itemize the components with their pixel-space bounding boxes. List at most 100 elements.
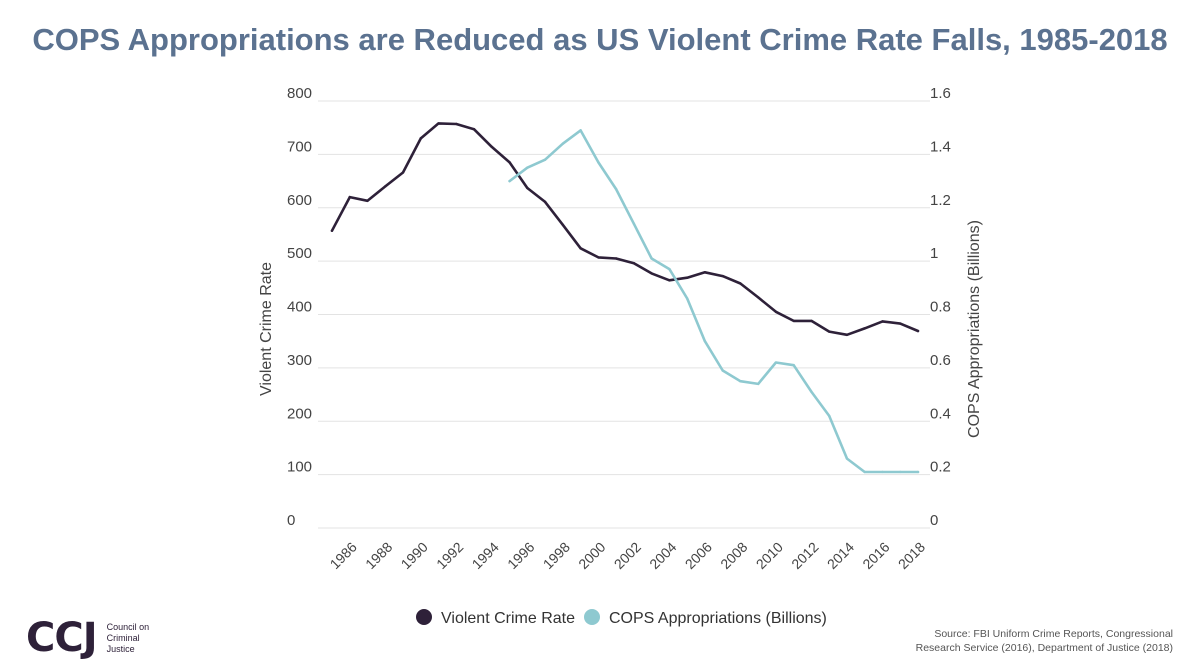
violent-crime-point <box>739 282 742 285</box>
legend-swatch-cops <box>584 609 600 625</box>
left-tick-label: 100 <box>287 459 312 476</box>
violent-crime-point <box>419 137 422 140</box>
logo-mark: CCJ <box>26 615 98 661</box>
right-axis-ticks: 0 0.2 0.4 0.6 0.8 1 1.2 1.4 1.6 <box>930 85 951 529</box>
violent-crime-point <box>881 320 884 323</box>
violent-crime-point <box>899 322 902 325</box>
cops-appropriations-point <box>739 380 742 383</box>
cops-appropriations-point <box>881 470 884 474</box>
left-tick-label: 0 <box>287 512 295 529</box>
violent-crime-point <box>401 171 405 174</box>
violent-crime-point <box>721 274 724 278</box>
legend: Violent Crime Rate COPS Appropriations (… <box>416 609 827 627</box>
cops-appropriations-point <box>721 369 724 372</box>
legend-swatch-violent-crime <box>416 609 432 625</box>
cops-appropriations-point <box>828 414 831 418</box>
cops-appropriations-point <box>863 470 866 474</box>
cops-appropriations-point <box>668 267 671 271</box>
x-tick-label: 1992 <box>433 539 466 572</box>
violent-crime-point <box>561 223 565 227</box>
cops-appropriations-point <box>685 297 689 300</box>
x-tick-label: 1994 <box>469 539 502 572</box>
violent-crime-point <box>863 327 866 330</box>
violent-crime-point <box>437 122 440 125</box>
ccj-logo: CCJ Council on Criminal Justice <box>26 618 149 658</box>
logo-line-3: Justice <box>106 643 135 654</box>
cops-appropriations-point <box>508 179 511 183</box>
violent-crime-point <box>597 256 600 259</box>
source-note: Source: FBI Uniform Crime Reports, Congr… <box>916 627 1173 655</box>
x-tick-label: 1996 <box>504 539 537 572</box>
x-tick-label: 2006 <box>682 539 715 572</box>
violent-crime-point <box>916 329 920 333</box>
cops-appropriations-point <box>774 361 778 364</box>
violent-crime-point <box>526 186 529 190</box>
series <box>330 122 920 474</box>
violent-crime-point <box>472 128 476 131</box>
violent-crime-point <box>756 296 760 299</box>
violent-crime-point <box>685 276 689 279</box>
x-tick-label: 2000 <box>575 539 608 572</box>
cops-appropriations-point <box>579 129 582 132</box>
right-tick-label: 0 <box>930 512 938 529</box>
gridlines <box>318 100 930 529</box>
logo-line-2: Criminal <box>106 632 140 643</box>
y-axis-label: Violent Crime Rate <box>258 262 275 396</box>
chart-title: COPS Appropriations are Reduced as US Vi… <box>32 22 1168 57</box>
right-tick-label: 1 <box>930 245 938 262</box>
violent-crime-point <box>703 271 707 274</box>
violent-crime-point <box>384 185 387 188</box>
x-tick-label: 2016 <box>859 539 892 572</box>
x-tick-label: 2012 <box>788 539 821 572</box>
left-tick-label: 800 <box>287 85 312 102</box>
source-line-2: Research Service (2016), Department of J… <box>915 642 1173 654</box>
left-tick-label: 400 <box>287 299 312 316</box>
cops-appropriations-point <box>845 457 849 460</box>
violent-crime-point <box>508 161 511 164</box>
violent-crime-point <box>348 195 351 199</box>
cops-appropriations-point <box>756 382 760 386</box>
left-tick-label: 500 <box>287 245 312 262</box>
source-line-1: Source: FBI Uniform Crime Reports, Congr… <box>934 628 1173 640</box>
violent-crime-point <box>828 330 831 333</box>
logo-text: Council on Criminal Justice <box>107 622 150 655</box>
cops-appropriations-point <box>792 364 795 367</box>
x-tick-label: 2002 <box>611 539 644 572</box>
violent-crime-point <box>330 229 334 232</box>
left-tick-label: 300 <box>287 352 312 369</box>
violent-crime-line <box>330 122 920 337</box>
logo-line-1: Council on <box>106 621 150 632</box>
cops-appropriations-point <box>650 257 653 260</box>
legend-label-cops: COPS Appropriations (Billions) <box>609 610 827 627</box>
violent-crime-point <box>579 247 582 250</box>
violent-crime-point <box>366 199 369 203</box>
violent-crime-point <box>668 279 671 282</box>
cops-appropriations-point <box>561 142 565 145</box>
cops-appropriations-line <box>508 129 920 474</box>
right-tick-label: 1.6 <box>930 85 951 102</box>
violent-crime-point <box>792 319 795 323</box>
violent-crime-point <box>543 200 547 204</box>
x-tick-label: 2014 <box>824 539 857 572</box>
right-tick-label: 1.4 <box>930 138 951 155</box>
cops-appropriations-point <box>899 470 902 474</box>
cops-appropriations-point <box>614 187 618 191</box>
legend-label-violent-crime: Violent Crime Rate <box>441 610 575 627</box>
x-tick-label: 1998 <box>540 539 573 572</box>
violent-crime-point <box>455 122 458 126</box>
left-tick-label: 200 <box>287 405 312 422</box>
violent-crime-point <box>614 257 618 260</box>
x-tick-label: 2008 <box>717 539 750 572</box>
x-tick-label: 2018 <box>895 539 928 572</box>
cops-appropriations-point <box>703 339 707 343</box>
violent-crime-point <box>632 262 636 265</box>
left-axis-ticks: 0 100 200 300 400 500 600 700 800 <box>287 85 312 529</box>
right-tick-label: 0.8 <box>930 299 951 316</box>
cops-appropriations-point <box>810 390 813 394</box>
violent-crime-point <box>650 272 653 275</box>
y2-axis-label: COPS Appropriations (Billions) <box>966 220 983 438</box>
right-tick-label: 0.6 <box>930 352 951 369</box>
cops-appropriations-point <box>597 161 600 164</box>
violent-crime-point <box>490 145 494 149</box>
